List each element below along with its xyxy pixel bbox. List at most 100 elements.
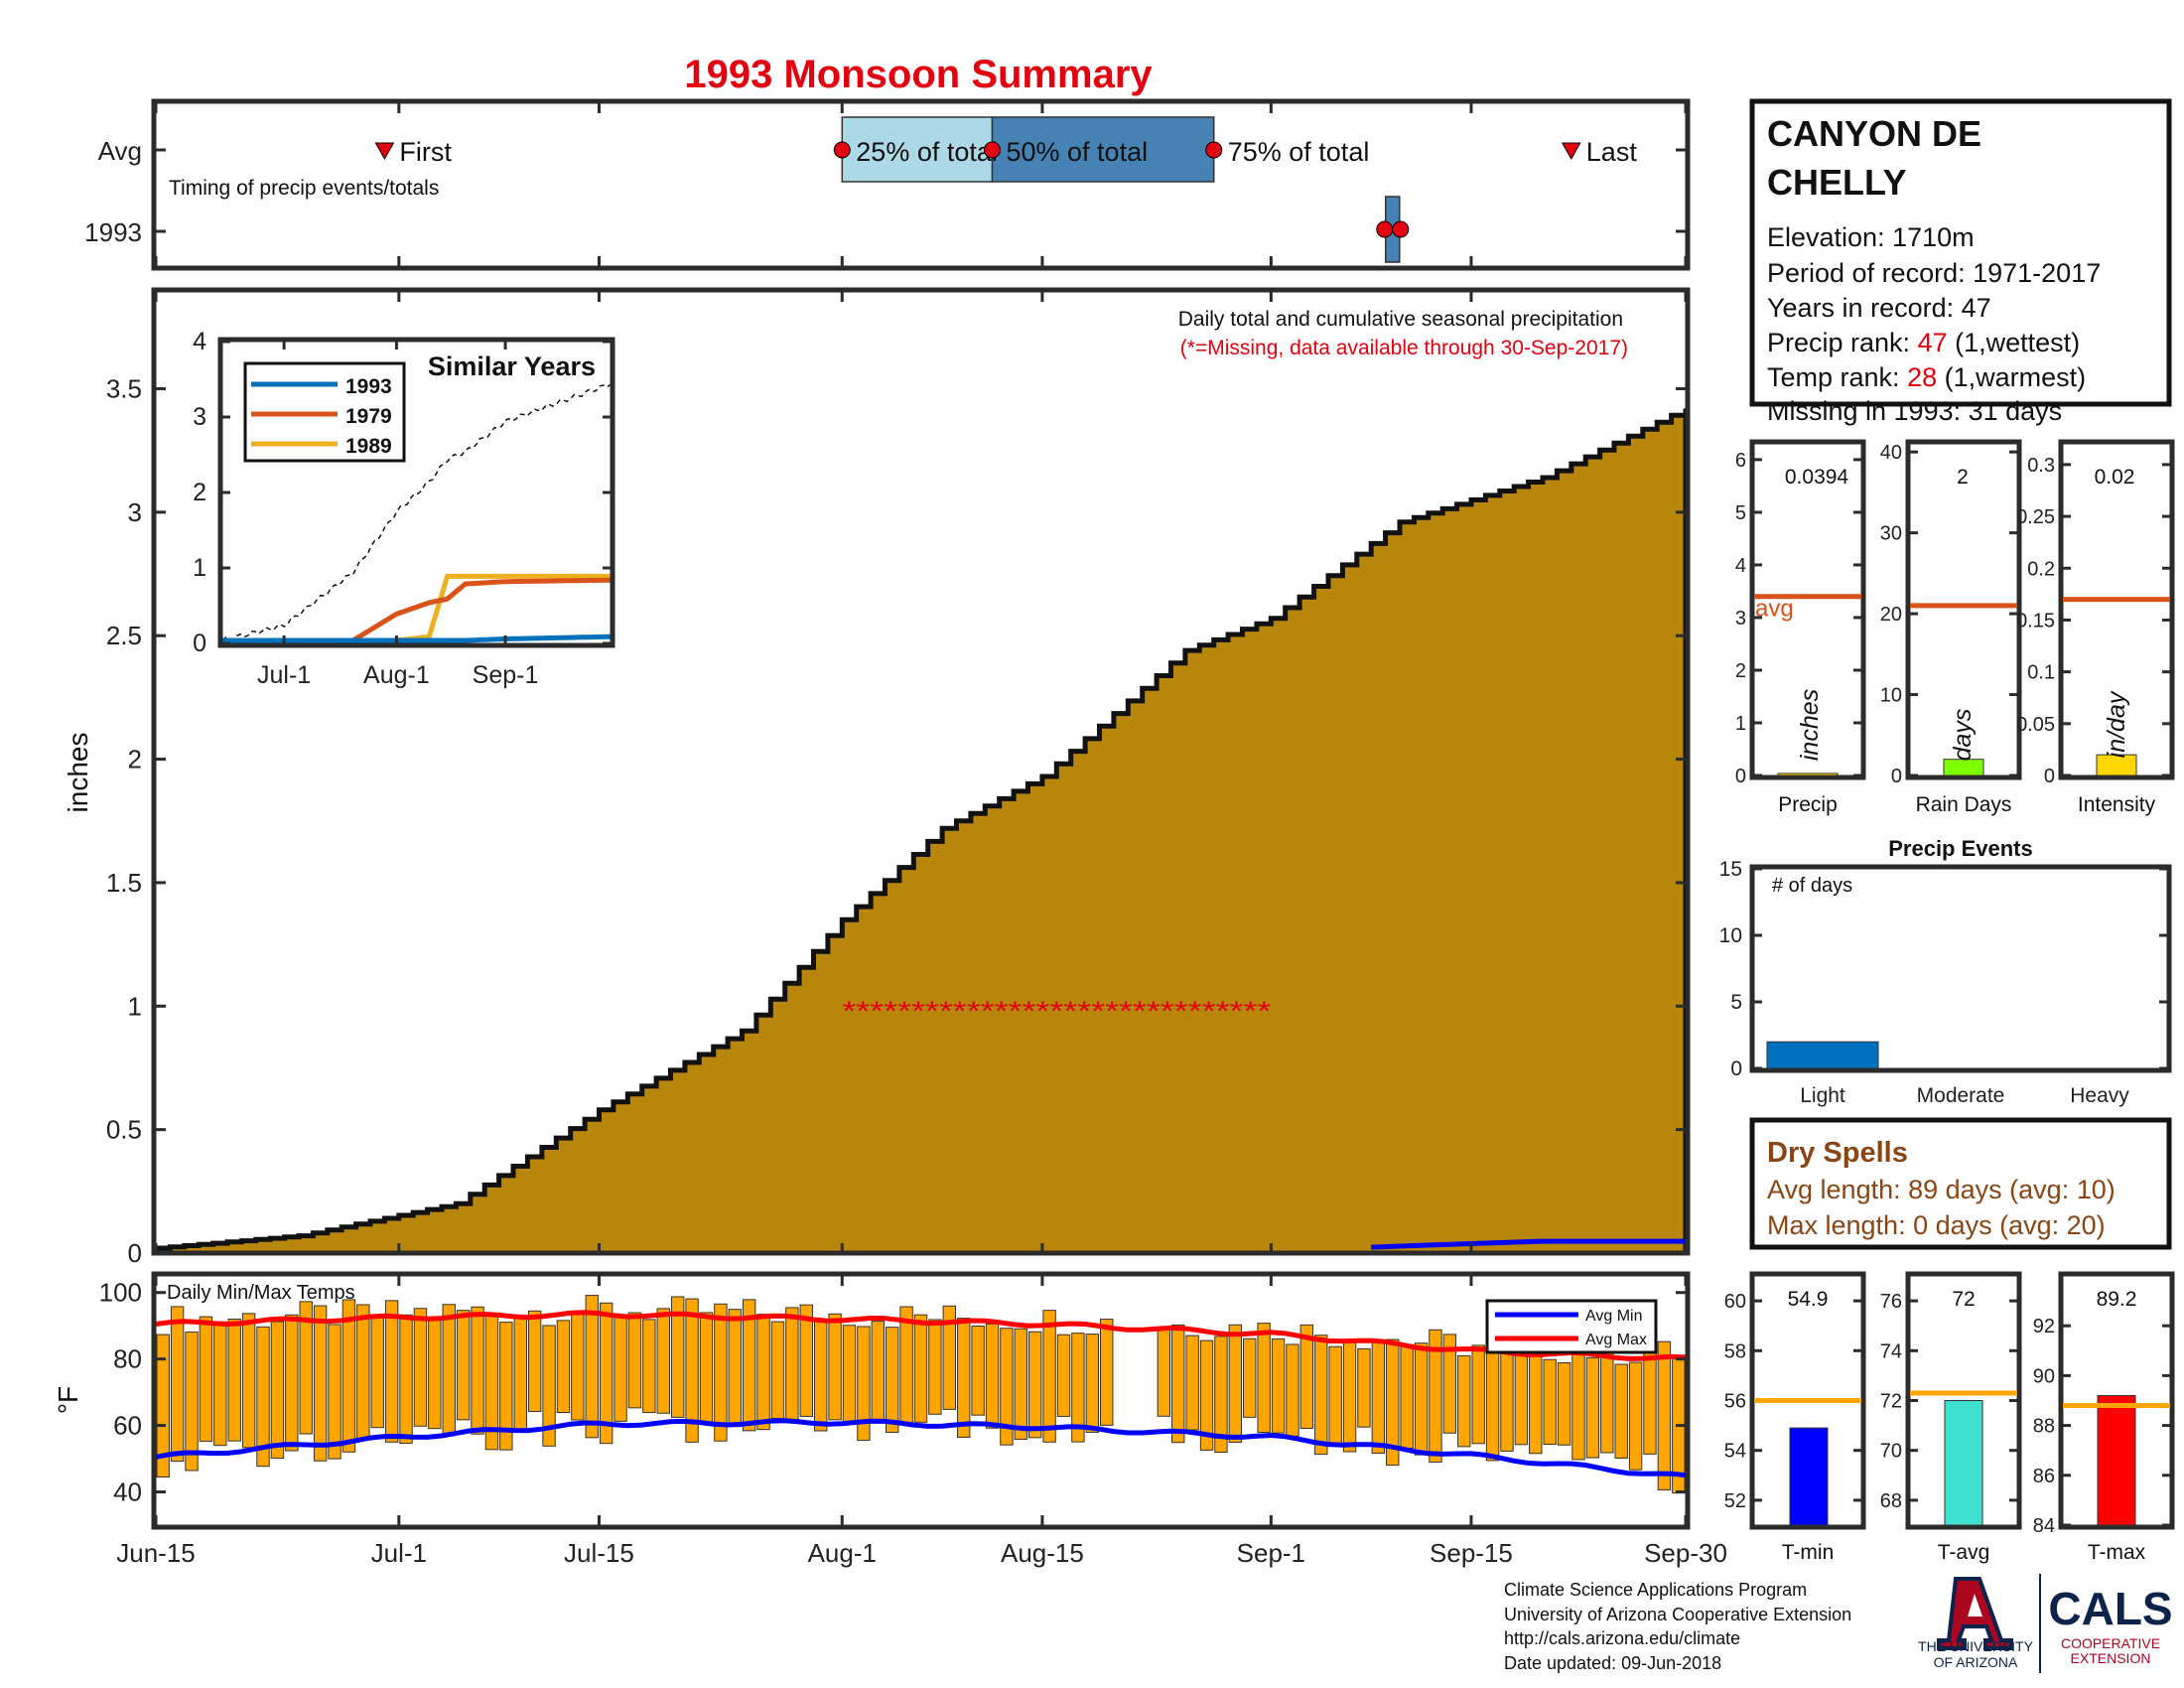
- daily-temp-bar: [384, 1300, 399, 1443]
- station-name-1: CANYON DE: [1767, 113, 1981, 154]
- daily-temp-bar: [527, 1310, 542, 1413]
- temp-ylabel: °F: [53, 1386, 83, 1414]
- daily-temp-bar: [256, 1326, 270, 1468]
- daily-temp-bar: [1185, 1335, 1199, 1431]
- temp-x-tick-label: Sep-30: [1644, 1538, 1727, 1568]
- daily-temp-bar: [413, 1308, 428, 1427]
- daily-temp-bar: [1628, 1361, 1643, 1471]
- q75-label: 75% of total: [1228, 137, 1370, 167]
- figure-title: 1993 Monsoon Summary: [684, 53, 1153, 96]
- inset-frame: [217, 337, 615, 648]
- daily-temp-bar: [799, 1304, 813, 1417]
- daily-temp-bar: [699, 1312, 714, 1425]
- precip-y-tick-label: 2: [128, 745, 142, 774]
- events-ylabel: # of days: [1772, 875, 1852, 897]
- logo-cals: CALS: [2048, 1583, 2172, 1634]
- daily-temp-bar: [199, 1316, 213, 1442]
- dry-spells-max: Max length: 0 days (avg: 20): [1767, 1210, 2106, 1240]
- inset-y-tick-label: 1: [193, 554, 206, 582]
- daily-temp-bar: [842, 1325, 857, 1425]
- station-years: Years in record: 47: [1767, 293, 1991, 323]
- tmax-value: 89.2: [2097, 1288, 2137, 1311]
- daily-temp-bar: [770, 1321, 785, 1420]
- daily-temp-bar: [1000, 1328, 1014, 1446]
- daily-temp-bar: [1386, 1338, 1400, 1467]
- stat-tick-label: 0.1: [2027, 662, 2055, 684]
- daily-temp-bar: [1328, 1345, 1342, 1447]
- temp-stats-panels: 52 54 56 58 60 68 70 72 74 76 84 86 88 90 92 54.9 72 8…: [1724, 1271, 2175, 1564]
- daily-temp-bar: [1071, 1333, 1085, 1443]
- dry-spells-avg: Avg length: 89 days (avg: 10): [1767, 1175, 2116, 1204]
- station-info: CANYON DE CHELLY Elevation: 1710m Period…: [1749, 98, 2172, 426]
- daily-temp-bar: [185, 1332, 199, 1472]
- daily-temp-bar: [356, 1304, 370, 1439]
- daily-temp-bar: [1028, 1331, 1042, 1439]
- daily-temp-bar: [213, 1321, 227, 1447]
- footer-line-2: University of Arizona Cooperative Extens…: [1504, 1605, 1851, 1624]
- daily-temp-bar: [313, 1305, 328, 1462]
- legend-label-1989: 1989: [345, 435, 392, 458]
- daily-temp-bar: [1400, 1343, 1414, 1449]
- daily-temp-bar: [585, 1295, 599, 1439]
- precip-unit: inches: [1796, 689, 1824, 761]
- legend-label-1993: 1993: [345, 375, 392, 398]
- daily-temp-bar: [456, 1310, 471, 1421]
- temp-title: Daily Min/Max Temps: [167, 1282, 355, 1304]
- tmax-value-bar: [2097, 1394, 2136, 1526]
- daily-temp-bar: [1100, 1319, 1114, 1426]
- logo-univ-line-1: THE UNIVERSITY: [1918, 1638, 2034, 1654]
- daily-temp-bar: [227, 1318, 241, 1442]
- precip-avg-label: avg: [1755, 596, 1794, 623]
- tstat-ticks: 52 54 56 58 60 68 70 72 74 76 84 86 88 90 92: [1724, 1291, 2170, 1537]
- daily-temp-bar: [370, 1315, 384, 1429]
- precip-main-chart: ******************************* 0 0.5 1 1.5…: [63, 287, 1691, 1268]
- stat-tick-label: 0: [2044, 766, 2055, 787]
- temp-x-tick-label: Aug-1: [808, 1538, 877, 1568]
- daily-temp-bar: [1500, 1337, 1514, 1452]
- timing-panel: Avg 1993 Timing of precip events/totals …: [84, 98, 1691, 271]
- footer-line-3: http://cals.arizona.edu/climate: [1504, 1628, 1740, 1648]
- stat-tick-label: 0.2: [2027, 558, 2055, 580]
- tmin-value-bar: [1789, 1427, 1829, 1526]
- q50-label: 50% of total: [1007, 137, 1149, 167]
- daily-temp-bar: [1085, 1334, 1100, 1433]
- daily-temp-bar: [857, 1326, 871, 1441]
- dry-spells-frame: [1749, 1117, 2172, 1250]
- precip-y-tick-label: 3.5: [106, 373, 142, 403]
- station-temp-rank: Temp rank: 28 (1,warmest): [1767, 362, 2086, 392]
- precip-value-bar: [1777, 773, 1839, 776]
- inset-x-tick-label: Sep-1: [473, 661, 539, 689]
- events-tick-label: 10: [1719, 924, 1742, 947]
- rain-stat-value: 2: [1957, 466, 1969, 489]
- rain-unit: days: [1949, 709, 1977, 762]
- daily-temp-bar: [614, 1316, 627, 1422]
- temp-y-tick-label: 80: [113, 1344, 142, 1374]
- temperature-chart: Jun-15 Jul-1 Jul-15 Aug-1 Aug-15 Sep-1 Sep-15 S…: [53, 1271, 1727, 1568]
- tstat-tick-label: 72: [1880, 1391, 1902, 1413]
- tstat-tick-label: 88: [2033, 1416, 2055, 1438]
- daily-temp-bar: [1414, 1342, 1429, 1456]
- precip-y-tick-label: 1: [128, 991, 142, 1021]
- intensity-value-bar: [2096, 754, 2137, 776]
- events-ticks: 0 5 10 15: [1719, 858, 2167, 1080]
- daily-temp-bar: [513, 1316, 527, 1432]
- daily-temp-bar: [1643, 1352, 1657, 1455]
- intensity-stat-value: 0.02: [2095, 466, 2135, 489]
- footer-line-1: Climate Science Applications Program: [1504, 1580, 1807, 1600]
- precip-ylabel: inches: [63, 733, 93, 813]
- intensity-stat-label: Intensity: [2078, 793, 2156, 816]
- timing-row-avg: Avg: [98, 136, 142, 166]
- daily-temp-bar: [813, 1320, 828, 1432]
- precip-y-tick-label: 0: [128, 1238, 142, 1268]
- avg-min-line: [155, 1418, 1687, 1478]
- timing-ticks: [154, 103, 1688, 266]
- daily-temp-bar: [1442, 1334, 1457, 1434]
- daily-temp-bar: [928, 1319, 942, 1415]
- event-bar: [1766, 1041, 1879, 1069]
- daily-temp-bar: [1271, 1338, 1286, 1434]
- precip-y-tick-label: 1.5: [106, 868, 142, 898]
- inset-x-tick-label: Aug-1: [363, 661, 430, 689]
- stat-tick-label: 3: [1735, 608, 1746, 630]
- stat-tick-label: 10: [1880, 685, 1902, 707]
- logo-univ-line-2: OF ARIZONA: [1934, 1654, 2018, 1670]
